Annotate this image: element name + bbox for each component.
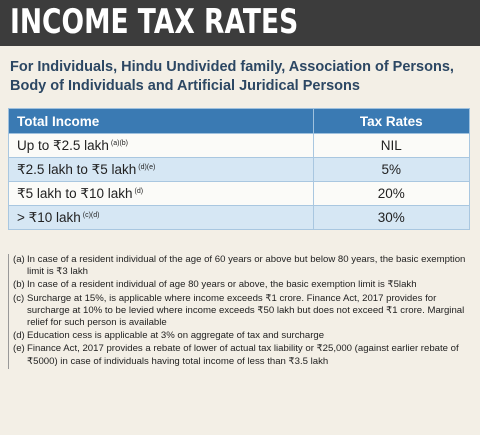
rate-cell: 5%	[312, 157, 471, 182]
footnote-label: (a)	[13, 254, 25, 265]
footnote-label: (c)	[13, 292, 25, 304]
header-row: Total Income Tax Rates	[8, 108, 471, 134]
income-cell: ₹2.5 lakh to ₹5 lakh (d)(e)	[8, 157, 314, 182]
footnote-text: In case of a resident individual of the …	[27, 254, 466, 278]
footnote-text: Finance Act, 2017 provides a rebate of l…	[27, 343, 459, 367]
footnote-label: (e)	[13, 343, 25, 355]
footnote-label: (d)	[13, 330, 25, 342]
income-range: ₹2.5 lakh to ₹5 lakh	[17, 161, 137, 177]
rate-cell: 20%	[312, 181, 471, 206]
column-header: Tax Rates	[312, 108, 471, 134]
footnote-text: Education cess is applicable at 3% on ag…	[27, 330, 325, 342]
income-range: Up to ₹2.5 lakh	[17, 137, 109, 153]
footnote: (c) Surcharge at 15%, is applicable where…	[13, 293, 470, 330]
table-row: ₹2.5 lakh to ₹5 lakh (d)(e) 5%	[8, 157, 471, 182]
footnote: (e) Finance Act, 2017 provides a rebate o…	[13, 343, 470, 367]
income-range: ₹5 lakh to ₹10 lakh	[17, 185, 133, 201]
title-bar: INCOME TAX RATES	[0, 0, 480, 46]
table-row: Up to ₹2.5 lakh (a)(b) NIL	[8, 133, 471, 158]
subtitle: For Individuals, Hindu Undivided family,…	[10, 59, 454, 94]
title: INCOME TAX RATES	[10, 2, 299, 42]
rate-cell: NIL	[312, 133, 471, 158]
note-ref: (c)(d)	[82, 211, 100, 219]
table-row: > ₹10 lakh (c)(d) 30%	[8, 205, 471, 230]
footnote: (d) Education cess is applicable at 3% on…	[13, 330, 470, 342]
note-ref: (a)(b)	[110, 139, 129, 147]
footnotes: (a) In case of a resident individual of t…	[8, 254, 470, 369]
rates-table: Total Income Tax Rates Up to ₹2.5 lakh (a…	[8, 108, 471, 230]
column-header: Total Income	[8, 108, 314, 134]
footnote: (a) In case of a resident individual of t…	[13, 254, 470, 278]
note-ref: (d)(e)	[138, 163, 156, 171]
income-cell: Up to ₹2.5 lakh (a)(b)	[8, 133, 314, 158]
footnote-text: Surcharge at 15%, is applicable where in…	[27, 292, 465, 329]
income-cell: ₹5 lakh to ₹10 lakh (d)	[8, 181, 314, 206]
income-cell: > ₹10 lakh (c)(d)	[8, 205, 314, 230]
income-range: > ₹10 lakh	[17, 209, 81, 225]
footnote-label: (b)	[13, 279, 25, 291]
note-ref: (d)	[134, 187, 144, 195]
footnote-text: In case of a resident individual of age …	[27, 279, 417, 291]
rate-cell: 30%	[312, 205, 471, 230]
table-row: ₹5 lakh to ₹10 lakh (d) 20%	[8, 181, 471, 206]
table-body: Up to ₹2.5 lakh (a)(b) NIL ₹2.5 lakh to ₹5 …	[8, 133, 471, 230]
footnote: (b) In case of a resident individual of a…	[13, 279, 470, 291]
